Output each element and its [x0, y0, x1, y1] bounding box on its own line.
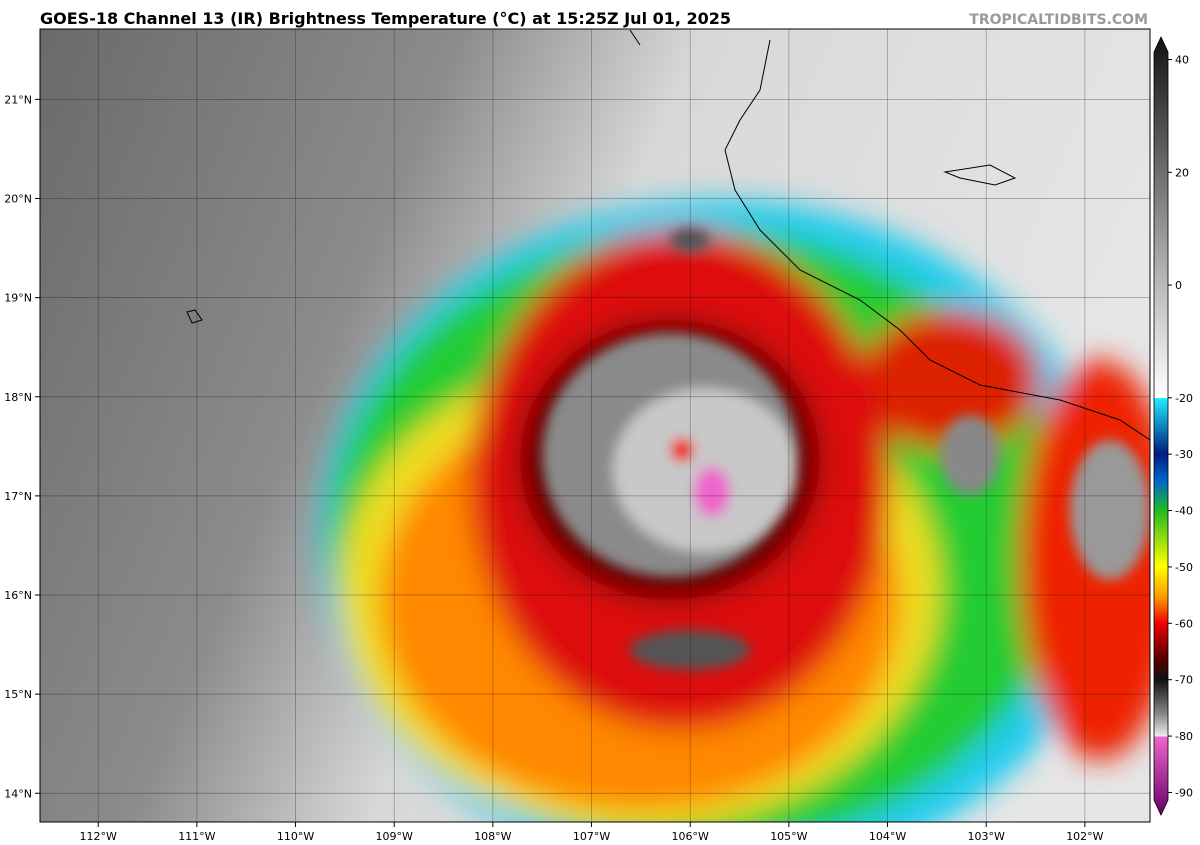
colorbar-tick-label: -50	[1175, 561, 1193, 574]
colorbar-tick-label: 40	[1175, 54, 1189, 67]
y-tick-label: 14°N	[4, 787, 32, 800]
y-tick-label: 15°N	[4, 688, 32, 701]
credit: TROPICALTIDBITS.COM	[969, 12, 1148, 28]
y-tick-label: 17°N	[4, 490, 32, 503]
colorbar-tick-label: -40	[1175, 505, 1193, 518]
x-tick-label: 106°W	[672, 830, 709, 843]
x-tick-label: 112°W	[80, 830, 117, 843]
colorbar-tick-label: -20	[1175, 392, 1193, 405]
y-tick-label: 19°N	[4, 292, 32, 305]
graticule	[40, 29, 1150, 822]
y-tick-label: 20°N	[4, 193, 32, 206]
x-tick-label: 102°W	[1066, 830, 1103, 843]
x-tick-label: 111°W	[178, 830, 215, 843]
x-tick-label: 108°W	[474, 830, 511, 843]
colorbar-tick-label: -80	[1175, 730, 1193, 743]
satellite-image	[40, 29, 1150, 822]
colorbar-tick-label: -70	[1175, 674, 1193, 687]
colorbar-tick-label: -30	[1175, 448, 1193, 461]
y-tick-label: 18°N	[4, 391, 32, 404]
x-tick-label: 109°W	[376, 830, 413, 843]
x-tick-label: 110°W	[277, 830, 314, 843]
colorbar	[1153, 36, 1169, 816]
x-tick-label: 107°W	[573, 830, 610, 843]
map-frame	[39, 28, 1151, 823]
x-tick-label: 104°W	[869, 830, 906, 843]
x-tick-label: 105°W	[770, 830, 807, 843]
colorbar-tick-label: -90	[1175, 786, 1193, 799]
colorbar-tick-label: 0	[1175, 279, 1182, 292]
map-title: GOES-18 Channel 13 (IR) Brightness Tempe…	[40, 9, 731, 28]
y-tick-label: 21°N	[4, 93, 32, 106]
y-tick-label: 16°N	[4, 589, 32, 602]
colorbar-tick-label: 20	[1175, 166, 1189, 179]
colorbar-tick-label: -60	[1175, 617, 1193, 630]
x-tick-label: 103°W	[968, 830, 1005, 843]
